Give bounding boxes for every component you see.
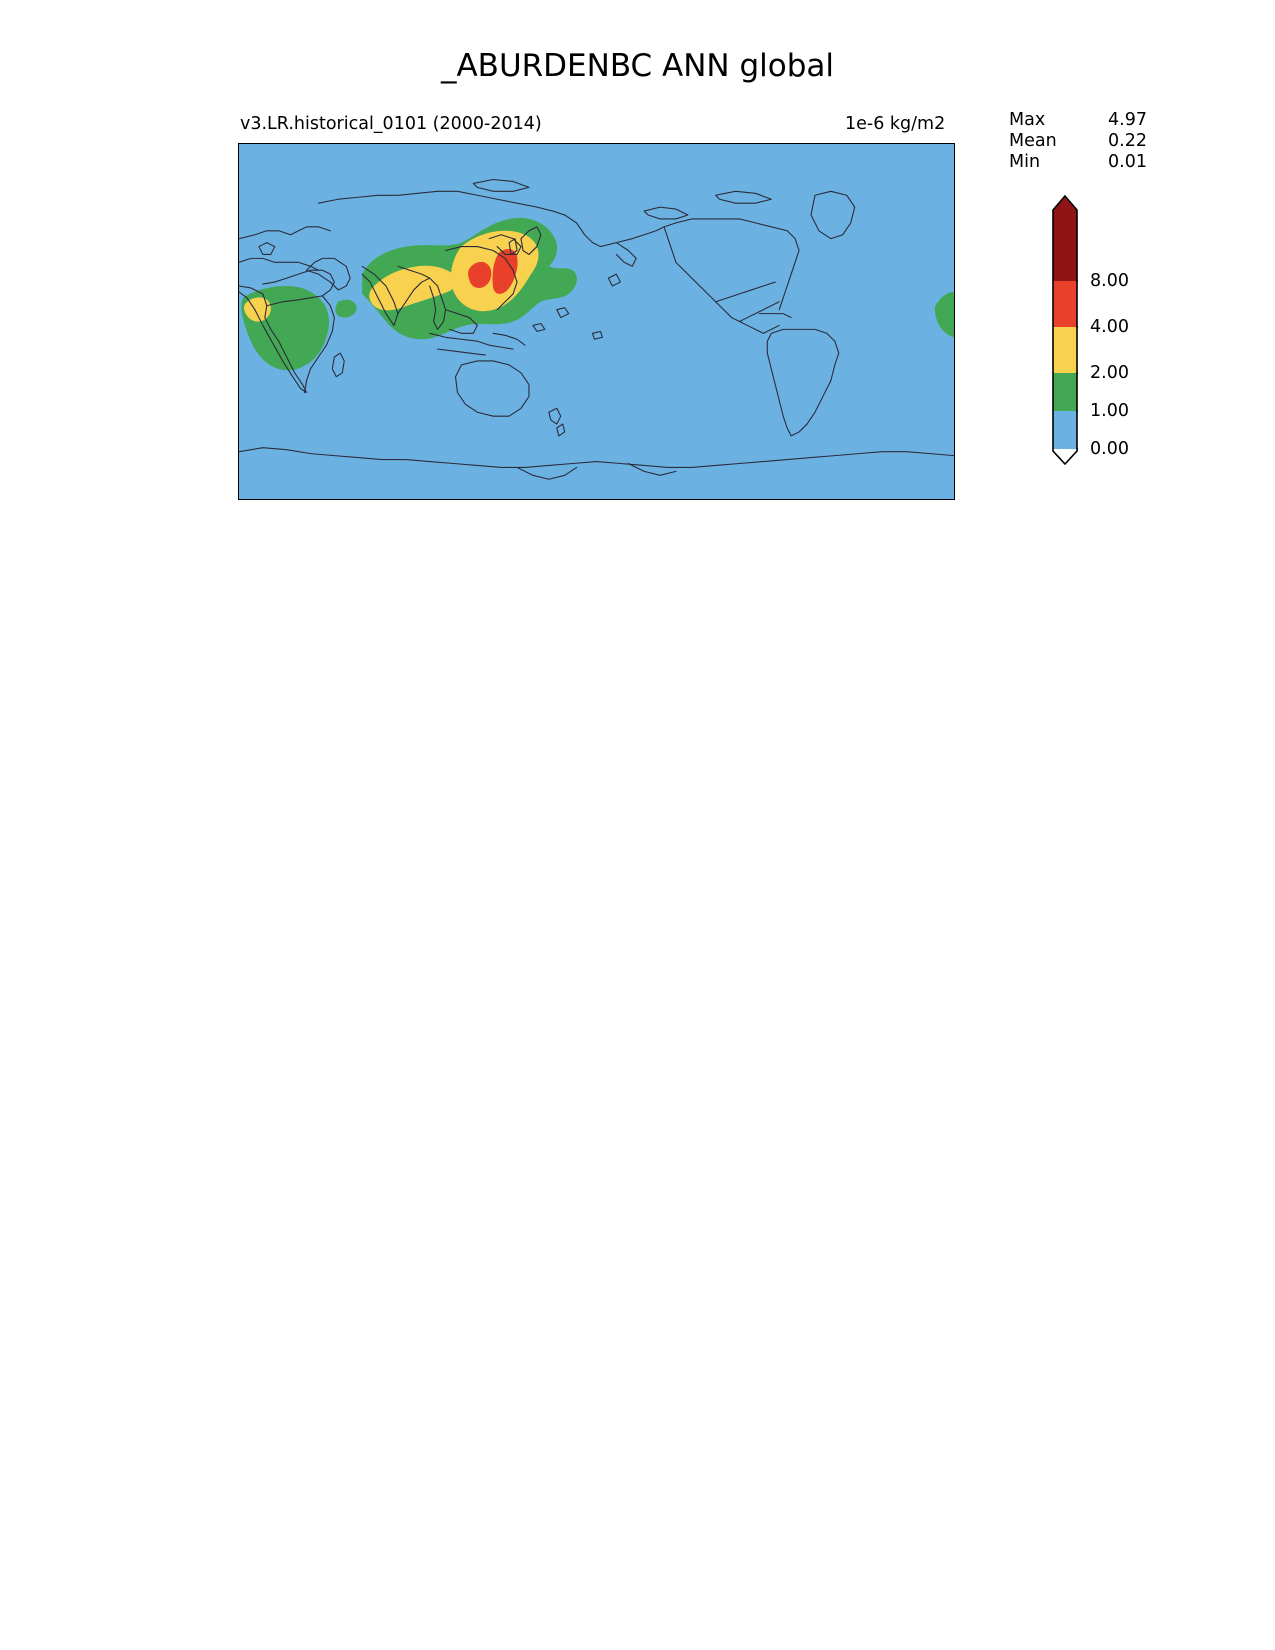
lat-tick-30N [238, 263, 239, 264]
colorbar[interactable]: 8.00 4.00 2.00 1.00 0.00 [1052, 195, 1129, 465]
page-title: _ABURDENBC ANN global [440, 48, 835, 84]
colorbar-tick-label-0: 0.00 [1090, 439, 1129, 459]
colorbar-segment-yellow [1053, 327, 1077, 373]
map-plot-area: 90°N 60°N 30°N 0° 30°S 60°S 90°S 0°E 60°… [238, 143, 955, 500]
colorbar-ticks [1077, 280, 1078, 450]
stat-min-label: Min [1009, 152, 1041, 172]
lon-tick-120W [717, 499, 718, 500]
colorbar-segment-below-0 [1053, 449, 1077, 464]
lat-tick-60S [238, 442, 239, 443]
coastlines [239, 178, 954, 480]
contour-yellow-indogangetic [369, 265, 458, 311]
units-label: 1e-6 kg/m2 [845, 114, 946, 134]
case-subtitle: v3.LR.historical_0101 (2000-2014) [240, 114, 542, 134]
stat-max-value: 4.97 [1108, 110, 1147, 130]
lon-tick-60E [359, 499, 360, 500]
lat-tick-30S [238, 382, 239, 383]
lat-tick-90N [238, 145, 239, 146]
map-svg [239, 144, 954, 499]
ocean-background-fill [239, 144, 954, 499]
colorbar-border [1052, 195, 1078, 465]
contour-fills [241, 217, 954, 371]
lon-tick-180 [598, 499, 599, 500]
stat-row-min: Min 0.01 [1009, 152, 1159, 173]
contour-red-eastchina-west [468, 261, 492, 288]
colorbar-segment-darkred [1053, 237, 1077, 281]
stat-mean-label: Mean [1009, 131, 1057, 151]
colorbar-tick-label-4: 4.00 [1090, 317, 1129, 337]
contour-green-eastafrica-patch [335, 299, 357, 318]
colorbar-swatches [1052, 195, 1078, 465]
lat-tick-0 [238, 323, 239, 324]
stat-row-mean: Mean 0.22 [1009, 131, 1159, 152]
colorbar-segment-red [1053, 281, 1077, 327]
colorbar-tick-label-2: 2.00 [1090, 363, 1129, 383]
stat-row-max: Max 4.97 [1009, 110, 1159, 131]
lat-tick-60N [238, 204, 239, 205]
contour-green-africa-wrap [934, 291, 954, 338]
lon-tick-60W [837, 499, 838, 500]
statistics-block: Max 4.97 Mean 0.22 Min 0.01 [1009, 110, 1159, 173]
stat-mean-value: 0.22 [1108, 131, 1147, 151]
colorbar-segment-lightblue [1053, 411, 1077, 449]
contour-red-eastchina-east [492, 249, 518, 294]
stat-max-label: Max [1009, 110, 1046, 130]
colorbar-segment-above-8 [1053, 196, 1077, 237]
stat-min-value: 0.01 [1108, 152, 1147, 172]
lon-tick-120E [478, 499, 479, 500]
colorbar-tick-label-8: 8.00 [1090, 271, 1129, 291]
colorbar-tick-label-1: 1.00 [1090, 401, 1129, 421]
lon-tick-0E [240, 499, 241, 500]
colorbar-segment-green [1053, 373, 1077, 411]
